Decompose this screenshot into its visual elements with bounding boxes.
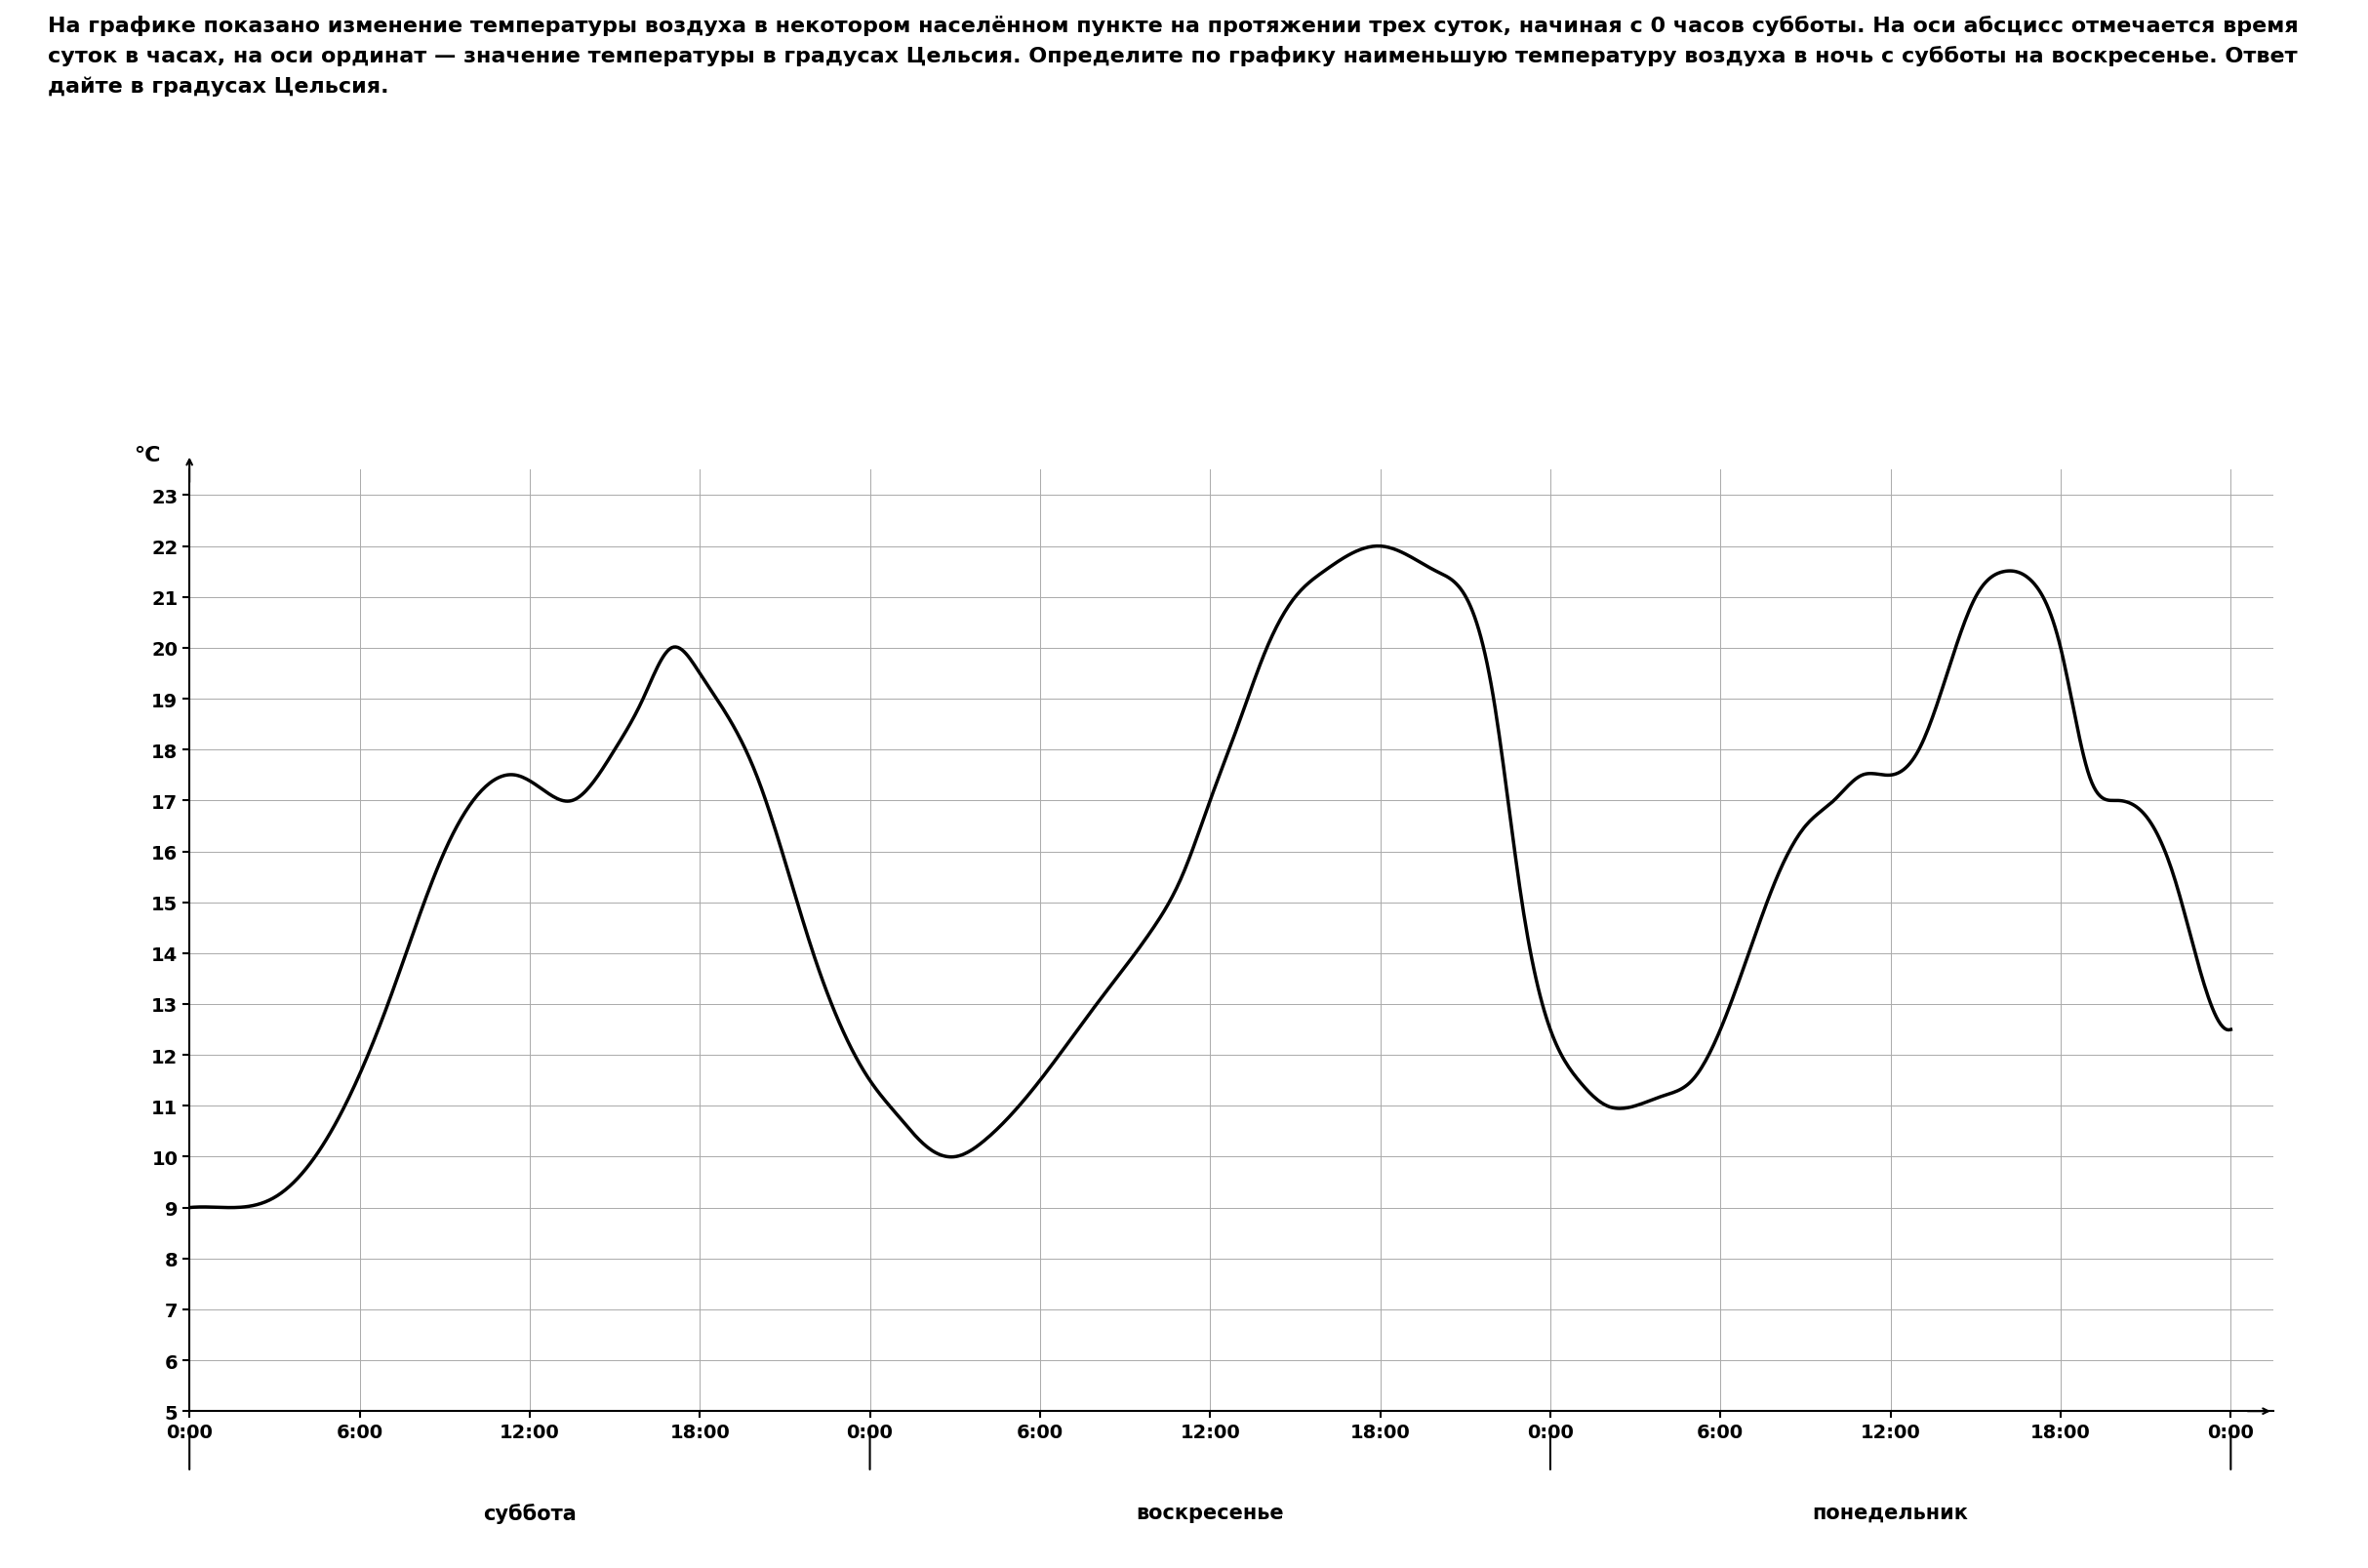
Text: На графике показано изменение температуры воздуха в некотором населённом пункте : На графике показано изменение температур… [47,16,2297,96]
Text: понедельник: понедельник [1812,1502,1968,1523]
Text: суббота: суббота [483,1502,575,1523]
Text: воскресенье: воскресенье [1137,1502,1283,1523]
Text: °C: °C [133,445,161,466]
